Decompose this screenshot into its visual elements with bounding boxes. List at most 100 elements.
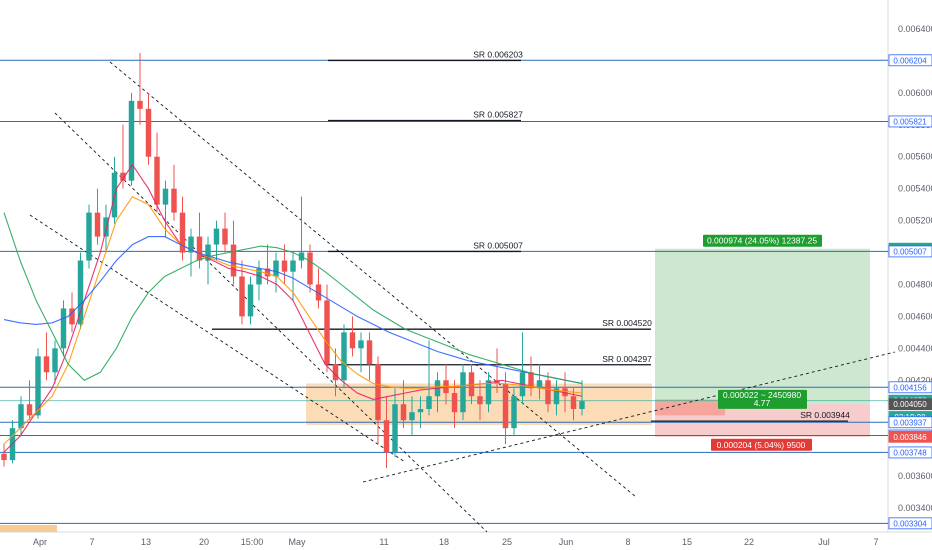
candle-body xyxy=(553,388,560,405)
price-tag-label: 0.003846 xyxy=(893,433,927,442)
candle-body xyxy=(460,372,466,413)
candle-body xyxy=(196,236,203,261)
candle-body xyxy=(366,340,373,365)
candle-body xyxy=(103,217,109,237)
open-pnl-zone xyxy=(655,399,725,416)
x-tick-label: 8 xyxy=(625,537,630,547)
trend-line xyxy=(29,214,406,463)
candle-body xyxy=(247,284,254,317)
candle-body xyxy=(375,364,381,421)
candle-body xyxy=(162,188,169,205)
candle-body xyxy=(511,396,517,429)
price-tag-label: 0.003748 xyxy=(893,448,927,457)
moving-average-line xyxy=(3,195,583,445)
candle-body xyxy=(179,212,186,253)
price-tag-box xyxy=(888,115,932,128)
candle-body xyxy=(213,228,220,245)
candle-body xyxy=(18,404,24,429)
candle-body xyxy=(26,404,33,416)
candle-body xyxy=(290,260,296,272)
sr-label: SR 0.006203 xyxy=(473,49,523,59)
y-tick-label: 0.006400 xyxy=(898,24,932,34)
y-tick-label: 0.004400 xyxy=(898,343,932,353)
candle-body xyxy=(145,108,152,157)
price-tag-label: 0.003304 xyxy=(893,519,927,528)
profit-label: 0.000974 (24.05%) 12387.25 xyxy=(707,236,817,246)
moving-average-line xyxy=(3,212,583,385)
session-marker xyxy=(0,525,57,532)
candle-body xyxy=(230,244,237,277)
x-tick-label: 11 xyxy=(379,537,388,547)
candle-body xyxy=(324,300,330,365)
candle-body xyxy=(332,364,339,381)
y-tick-label: 0.005200 xyxy=(898,216,932,226)
candle-body xyxy=(451,393,458,413)
candle-body xyxy=(239,276,245,317)
candle-body xyxy=(69,308,75,325)
profit-zone xyxy=(655,248,870,405)
candle-body xyxy=(154,156,160,205)
y-tick-label: 0.003400 xyxy=(898,503,932,513)
price-tag-label: 0.003937 xyxy=(893,418,927,427)
x-tick-label: 7 xyxy=(89,537,94,547)
candle-body xyxy=(52,348,58,373)
price-tag-label: 0.005007 xyxy=(893,247,927,256)
entry-label-line2: 4.77 xyxy=(754,398,771,408)
candle-body xyxy=(536,380,543,389)
candle-body xyxy=(264,268,271,277)
entry-label-line1: 0.000022 ~ 2450980 xyxy=(723,390,802,400)
y-tick-label: 0.004800 xyxy=(898,279,932,289)
candle-body xyxy=(281,260,288,272)
price-tag-box xyxy=(888,54,932,67)
candle-body xyxy=(120,172,126,181)
x-tick-label: 15:00 xyxy=(241,537,264,547)
trend-line xyxy=(54,112,488,533)
candle-body xyxy=(341,332,347,381)
candle-body xyxy=(86,212,92,261)
trend-line xyxy=(109,61,637,498)
candle-body xyxy=(502,383,509,429)
x-tick-label: May xyxy=(288,537,306,547)
price-tag-box xyxy=(888,517,932,530)
x-tick-label: 22 xyxy=(744,537,754,547)
candle-body xyxy=(35,356,41,416)
candle-body xyxy=(477,396,483,405)
price-tag-box xyxy=(888,398,932,411)
candle-body xyxy=(528,372,534,389)
x-tick-label: 18 xyxy=(439,537,449,547)
moving-average-line xyxy=(3,236,583,385)
candle-body xyxy=(579,401,585,410)
candle-body xyxy=(358,340,364,349)
y-tick-label: 0.004600 xyxy=(898,311,932,321)
y-tick-label: 0.006000 xyxy=(898,88,932,98)
candle-body xyxy=(426,396,432,410)
sr-label: SR 0.003944 xyxy=(800,410,850,420)
candle-body xyxy=(128,100,135,181)
loss-label-box xyxy=(711,438,812,451)
x-tick-label: Jul xyxy=(818,537,830,547)
candle-body xyxy=(43,356,50,373)
candle-body xyxy=(409,412,415,421)
x-tick-label: Apr xyxy=(33,537,47,547)
x-tick-label: 13 xyxy=(141,537,151,547)
candle-body xyxy=(468,372,475,397)
sr-label: SR 0.005007 xyxy=(473,240,523,250)
price-tag-label: 0.006204 xyxy=(893,56,927,65)
candle-body xyxy=(137,100,143,109)
candle-body xyxy=(562,388,568,397)
candle-body xyxy=(349,332,356,349)
price-tag-box xyxy=(888,381,932,394)
y-tick-label: 0.005400 xyxy=(898,184,932,194)
candle-body xyxy=(222,228,228,245)
price-tag-box xyxy=(888,446,932,459)
candle-body xyxy=(494,380,500,384)
entry-label-box xyxy=(718,389,807,409)
price-tag-label: 0.005821 xyxy=(893,117,927,126)
sr-label: SR 0.004520 xyxy=(602,318,652,328)
price-tag-label: 0.004050 xyxy=(893,400,927,409)
x-tick-label: 7 xyxy=(873,537,878,547)
candle-body xyxy=(60,308,67,349)
candle-body xyxy=(417,409,424,413)
